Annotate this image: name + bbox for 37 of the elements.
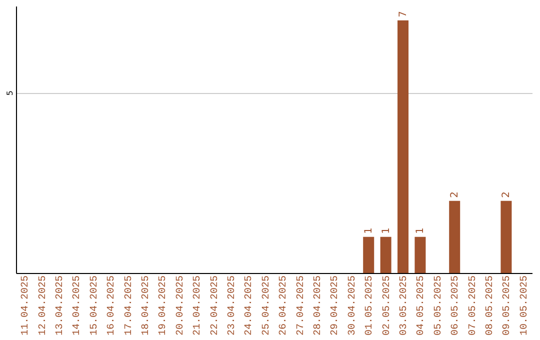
x-tick-label: 19.04.2025 (158, 276, 170, 336)
x-tick-label: 07.05.2025 (468, 276, 479, 336)
x-tick-label: 29.04.2025 (330, 276, 342, 336)
x-tick-label: 09.05.2025 (502, 276, 514, 336)
x-tick-label: 01.05.2025 (364, 276, 376, 336)
x-tick-label: 08.05.2025 (485, 276, 496, 336)
data-label: 2 (450, 191, 461, 198)
x-tick-label: 24.04.2025 (244, 276, 256, 336)
x-tick-label: 16.04.2025 (106, 276, 118, 336)
x-tick-label: 12.04.2025 (38, 276, 49, 336)
x-tick-label: 02.05.2025 (382, 276, 393, 336)
x-tick-label: 17.04.2025 (124, 276, 135, 336)
data-label: 1 (380, 228, 392, 234)
x-tick-label: 30.04.2025 (347, 276, 358, 336)
x-tick-label: 28.04.2025 (313, 276, 324, 336)
x-tick-label: 22.04.2025 (210, 276, 221, 336)
x-tick-label: 04.05.2025 (416, 276, 428, 336)
x-tick-label: 06.05.2025 (450, 276, 462, 336)
y-tick-label: 5 (6, 90, 14, 96)
x-tick-label: 11.04.2025 (20, 276, 32, 336)
x-tick-label: 18.04.2025 (141, 276, 152, 336)
x-tick-label: 13.04.2025 (55, 276, 66, 336)
x-tick-label: 27.04.2025 (296, 276, 307, 336)
x-tick-label: 23.04.2025 (227, 276, 238, 336)
x-tick-label: 15.04.2025 (89, 276, 100, 336)
x-tick-label: 03.05.2025 (399, 276, 410, 336)
x-tick-label: 25.04.2025 (261, 276, 272, 336)
x-tick-label: 21.04.2025 (192, 276, 204, 336)
x-tick-label: 20.04.2025 (175, 276, 186, 336)
data-label: 2 (501, 191, 512, 198)
data-label: 7 (398, 11, 409, 18)
x-tick-label: 14.04.2025 (72, 276, 84, 336)
data-label: 1 (364, 228, 375, 234)
x-tick-label: 26.04.2025 (278, 276, 290, 336)
x-tick-label: 10.05.2025 (519, 276, 530, 336)
x-tick-label: 05.05.2025 (433, 276, 444, 336)
data-label: 1 (415, 228, 426, 234)
